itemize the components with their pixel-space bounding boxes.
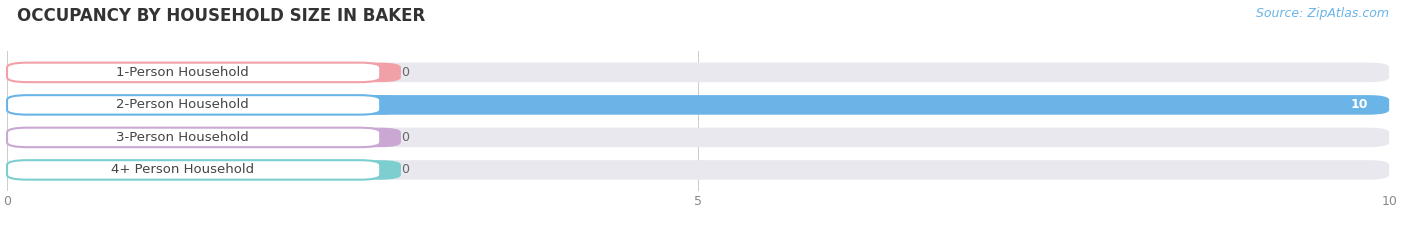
FancyBboxPatch shape [7, 128, 1389, 147]
Text: 0: 0 [401, 66, 409, 79]
FancyBboxPatch shape [7, 63, 380, 82]
Text: Source: ZipAtlas.com: Source: ZipAtlas.com [1256, 7, 1389, 20]
Text: OCCUPANCY BY HOUSEHOLD SIZE IN BAKER: OCCUPANCY BY HOUSEHOLD SIZE IN BAKER [17, 7, 425, 25]
FancyBboxPatch shape [276, 63, 401, 82]
Text: 3-Person Household: 3-Person Household [117, 131, 249, 144]
FancyBboxPatch shape [7, 160, 1389, 180]
Text: 2-Person Household: 2-Person Household [117, 98, 249, 111]
Text: 10: 10 [1351, 98, 1368, 111]
FancyBboxPatch shape [276, 160, 401, 180]
FancyBboxPatch shape [276, 128, 401, 147]
Text: 1-Person Household: 1-Person Household [117, 66, 249, 79]
Text: 4+ Person Household: 4+ Person Household [111, 163, 254, 176]
FancyBboxPatch shape [7, 160, 380, 180]
Text: 0: 0 [401, 163, 409, 176]
FancyBboxPatch shape [7, 95, 1389, 115]
FancyBboxPatch shape [7, 95, 380, 115]
FancyBboxPatch shape [7, 63, 1389, 82]
FancyBboxPatch shape [7, 128, 380, 147]
Text: 0: 0 [401, 131, 409, 144]
FancyBboxPatch shape [276, 95, 401, 115]
FancyBboxPatch shape [7, 95, 1389, 115]
